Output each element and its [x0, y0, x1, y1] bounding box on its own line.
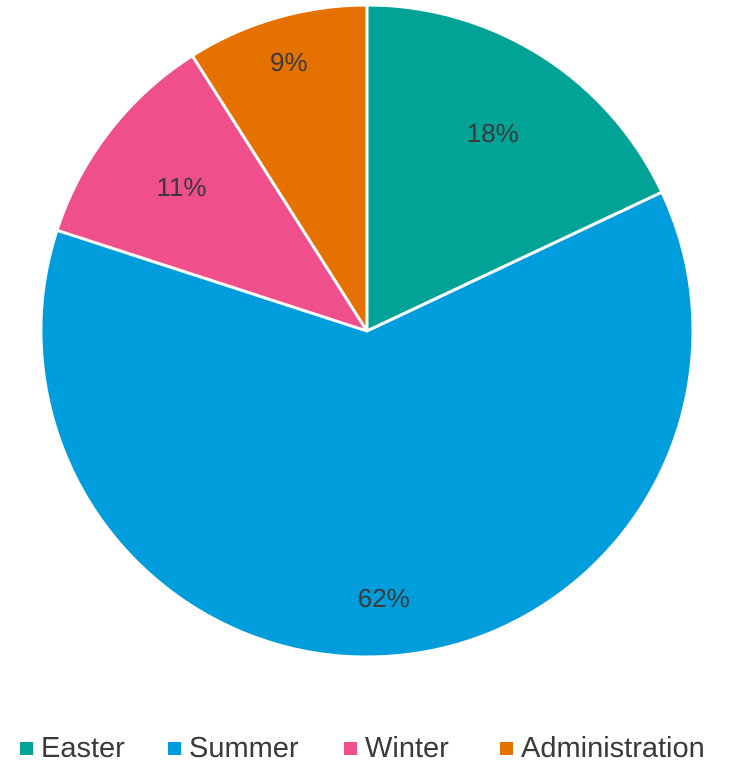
- pie-label-summer: 62%: [358, 583, 410, 613]
- pie-label-winter: 11%: [156, 172, 206, 202]
- legend-label-administration: Administration: [521, 731, 705, 764]
- legend-swatch-winter: [344, 741, 357, 755]
- pie-slice-summer: [39, 190, 695, 659]
- chart-legend: Easter Summer Winter Administration: [0, 726, 744, 770]
- legend-swatch-easter: [20, 741, 33, 755]
- pie-slice-easter: [365, 3, 664, 333]
- pie-label-administration: 9%: [270, 47, 308, 77]
- legend-swatch-summer: [168, 741, 181, 755]
- pie-slice-administration: [190, 3, 369, 333]
- legend-label-easter: Easter: [41, 731, 125, 764]
- legend-item-easter: Easter: [20, 726, 125, 770]
- legend-item-administration: Administration: [500, 726, 705, 770]
- legend-item-summer: Summer: [168, 726, 299, 770]
- legend-swatch-administration: [500, 741, 513, 755]
- pie-labels: 18% 62% 11% 9%: [156, 47, 518, 613]
- legend-label-winter: Winter: [365, 731, 449, 764]
- pie-slices: [39, 3, 695, 659]
- pie-slice-winter: [55, 54, 369, 333]
- legend-label-summer: Summer: [189, 731, 299, 764]
- pie-chart: 18% 62% 11% 9%: [39, 3, 695, 659]
- pie-label-easter: 18%: [467, 118, 519, 148]
- legend-item-winter: Winter: [344, 726, 449, 770]
